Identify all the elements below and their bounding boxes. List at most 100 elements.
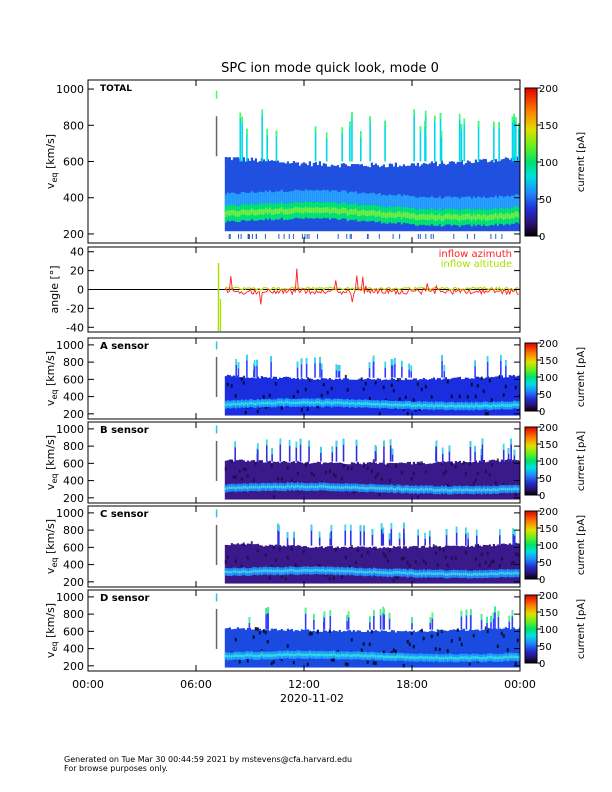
y-tick-label: 40: [70, 246, 84, 259]
y-tick-label: 1000: [56, 591, 84, 604]
spectrogram-sensor-c: [215, 509, 520, 584]
y-tick-label: 800: [63, 356, 84, 369]
chart-title: SPC ion mode quick look, mode 0: [221, 61, 439, 76]
y-tick-label: 600: [63, 457, 84, 470]
panel-sensor-d: 200 400 600 800 1000 D sensor veq [km/s] 0 50 100…: [44, 589, 587, 673]
y-tick-label: 800: [63, 608, 84, 621]
y-tick-label: 600: [63, 156, 84, 169]
y-tick-label: 400: [63, 559, 84, 572]
panel-label: D sensor: [100, 593, 149, 604]
x-date-label: 2020-11-02: [280, 692, 344, 705]
colorbar-sensor-c: [524, 510, 538, 580]
colorbar-tick-label: 50: [539, 558, 552, 569]
y-axis-label: veq [km/s]: [44, 435, 59, 490]
panel-sensor-c: 200 400 600 800 1000 C sensor veq [km/s] 0 50 100…: [44, 505, 587, 589]
y-tick-label: 600: [63, 625, 84, 638]
x-tick-label: 18:00: [396, 678, 428, 691]
panel-label: C sensor: [100, 509, 148, 520]
colorbar-label: current [pA]: [576, 431, 587, 491]
y-tick-label: 400: [63, 475, 84, 488]
colorbar-sensor-a: [524, 342, 538, 412]
y-tick-label: 1000: [56, 507, 84, 520]
x-tick-label: 00:00: [504, 678, 536, 691]
spectrogram-sensor-a: [215, 341, 520, 416]
y-tick-label: 400: [63, 192, 84, 205]
colorbar-tick-label: 150: [539, 608, 558, 619]
y-tick-label: 600: [63, 373, 84, 386]
x-tick-label: 00:00: [72, 678, 104, 691]
y-tick-label: 400: [63, 643, 84, 656]
legend-entry: inflow azimuth: [439, 249, 512, 260]
y-tick-label: 800: [63, 440, 84, 453]
y-tick-label: 200: [63, 492, 84, 505]
y-tick-label: 200: [63, 660, 84, 673]
angle-traces: [88, 263, 520, 332]
y-axis-label: veq [km/s]: [44, 134, 59, 189]
colorbar-tick-label: 0: [539, 232, 545, 243]
y-tick-label: 1000: [56, 423, 84, 436]
panel-total: 200 400 600 800 1000 TOTAL veq [km/s] 0 50 100 150…: [44, 79, 587, 244]
colorbar-tick-label: 200: [539, 423, 558, 434]
y-tick-label: 200: [63, 408, 84, 421]
panel-label: B sensor: [100, 425, 149, 436]
panel-sensor-a: 200 400 600 800 1000 A sensor veq [km/s] 0 50 100…: [44, 337, 587, 421]
colorbar-sensor-d: [524, 594, 538, 664]
y-axis-label: veq [km/s]: [44, 603, 59, 658]
colorbar-tick-label: 50: [539, 474, 552, 485]
colorbar-sensor-b: [524, 426, 538, 496]
spectrogram-sensor-b: [215, 425, 520, 500]
colorbar-tick-label: 200: [539, 339, 558, 350]
footer-browse: For browse purposes only.: [64, 764, 168, 773]
colorbar-tick-label: 100: [539, 373, 558, 384]
colorbar-tick-label: 50: [539, 195, 552, 206]
colorbar-tick-label: 150: [539, 356, 558, 367]
x-tick-label: 06:00: [180, 678, 212, 691]
y-tick-label: 200: [63, 228, 84, 241]
y-tick-label: -20: [66, 302, 84, 315]
colorbar-label: current [pA]: [576, 132, 587, 192]
colorbar-tick-label: 0: [539, 491, 545, 502]
y-tick-label: 600: [63, 541, 84, 554]
colorbar-tick-label: 50: [539, 642, 552, 653]
y-tick-label: 0: [77, 284, 84, 297]
y-tick-label: 20: [70, 265, 84, 278]
y-tick-label: 800: [63, 524, 84, 537]
footer-generated: Generated on Tue Mar 30 00:44:59 2021 by…: [64, 755, 352, 764]
y-tick-label: 1000: [56, 83, 84, 96]
colorbar-tick-label: 0: [539, 659, 545, 670]
colorbar-total: [524, 87, 538, 237]
y-tick-label: 200: [63, 576, 84, 589]
x-axis: 00:00 06:00 12:00 18:00 00:00: [72, 678, 536, 691]
colorbar-label: current [pA]: [576, 347, 587, 407]
colorbar-tick-label: 0: [539, 407, 545, 418]
colorbar-tick-label: 0: [539, 575, 545, 586]
y-tick-label: 800: [63, 119, 84, 132]
y-tick-label: 400: [63, 391, 84, 404]
series-inflow-azimuth: [224, 268, 519, 305]
colorbar-tick-label: 150: [539, 121, 558, 132]
panel-label: TOTAL: [100, 84, 132, 94]
colorbar-tick-label: 100: [539, 541, 558, 552]
colorbar-tick-label: 150: [539, 440, 558, 451]
y-tick-label: 1000: [56, 339, 84, 352]
colorbar-tick-label: 50: [539, 390, 552, 401]
spectrogram-sensor-d: [215, 593, 520, 668]
panel-label: A sensor: [100, 341, 149, 352]
colorbar-tick-label: 200: [539, 591, 558, 602]
spectrogram-total: [215, 90, 520, 239]
colorbar-tick-label: 200: [539, 84, 558, 95]
y-axis-label: veq [km/s]: [44, 351, 59, 406]
legend-entry: inflow altitude: [441, 259, 512, 270]
colorbar-tick-label: 100: [539, 158, 558, 169]
colorbar-tick-label: 100: [539, 457, 558, 468]
x-tick-label: 12:00: [288, 678, 320, 691]
colorbar-tick-label: 150: [539, 524, 558, 535]
colorbar-tick-label: 100: [539, 625, 558, 636]
y-axis-label: angle [°]: [48, 265, 61, 313]
panel-sensor-b: 200 400 600 800 1000 B sensor veq [km/s] 0 50 100…: [44, 421, 587, 505]
colorbar-label: current [pA]: [576, 515, 587, 575]
y-tick-label: -40: [66, 321, 84, 334]
